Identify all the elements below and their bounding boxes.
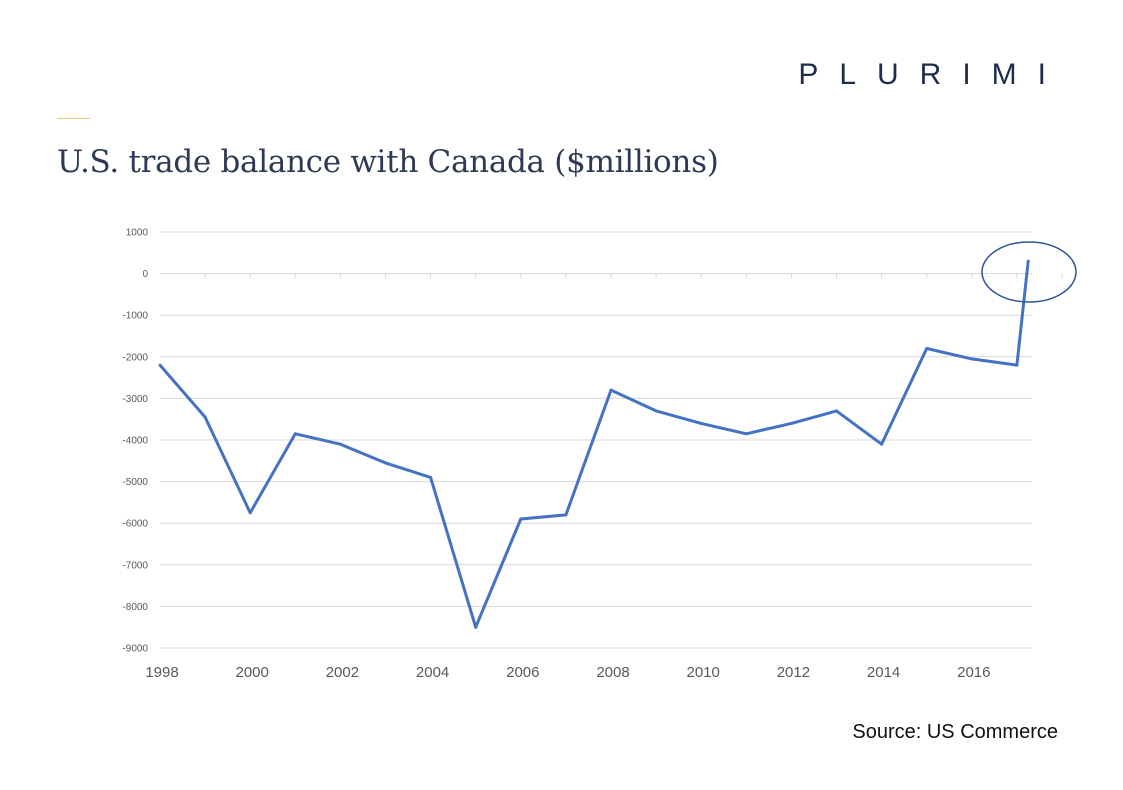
accent-divider	[57, 118, 90, 119]
x-tick-label: 2002	[326, 664, 359, 681]
y-tick-label: -4000	[122, 436, 148, 447]
data-point-2013	[835, 409, 838, 413]
x-axis-labels: 1998 2000 2002 2004 2006 2008 2010 2012 2014 2016	[145, 664, 990, 681]
page-title: U.S. trade balance with Canada ($million…	[57, 144, 719, 180]
data-point-2016	[970, 357, 974, 361]
y-tick-label: -5000	[122, 477, 148, 488]
y-axis-ticks: 1000 0 -1000 -2000 -3000 -4000 -5000 -6000 -7000…	[122, 228, 148, 655]
data-point-2004	[429, 475, 433, 479]
trade-balance-line	[158, 260, 1030, 629]
highlight-circle-annotation	[981, 241, 1077, 303]
y-tick-label: -8000	[122, 602, 148, 613]
data-point-2010	[699, 421, 703, 425]
x-axis-ticks	[204, 273, 1063, 279]
x-tick-label: 2014	[867, 664, 900, 681]
x-tick-label: 2006	[506, 664, 539, 681]
x-tick-label: 2012	[777, 664, 810, 681]
x-tick-label: 2004	[416, 664, 449, 681]
source-note: Source: US Commerce	[852, 721, 1058, 743]
y-tick-label: -2000	[122, 352, 148, 363]
data-point-2017	[1015, 363, 1019, 367]
x-tick-label: 2010	[687, 664, 720, 681]
data-point-2012	[789, 421, 793, 425]
y-tick-label: -1000	[122, 311, 148, 322]
x-tick-label: 1998	[145, 664, 178, 681]
data-point-2006	[519, 517, 523, 521]
data-point-2009	[654, 409, 658, 413]
x-tick-label: 2000	[236, 664, 269, 681]
data-point-2017.25	[1026, 259, 1030, 263]
y-tick-label: -3000	[122, 394, 148, 405]
data-point-1998	[158, 363, 162, 367]
y-tick-label: 1000	[126, 228, 149, 239]
data-points	[158, 259, 1030, 629]
data-point-2002	[338, 442, 342, 446]
x-tick-label: 2008	[596, 664, 629, 681]
data-point-2011	[744, 432, 748, 436]
data-point-2014	[880, 442, 884, 446]
grid-lines	[160, 231, 1032, 649]
y-tick-label: 0	[142, 269, 148, 280]
data-point-2007	[564, 513, 568, 517]
data-point-1999	[203, 415, 207, 419]
data-point-2015	[925, 346, 929, 350]
data-point-2005	[474, 625, 478, 629]
data-point-2003	[384, 461, 387, 465]
x-tick-label: 2016	[957, 664, 990, 681]
data-point-2001	[293, 432, 297, 436]
y-tick-label: -6000	[122, 519, 148, 530]
brand-logo: PLURIMI	[798, 58, 1067, 91]
data-point-2000	[248, 511, 252, 515]
data-point-2008	[609, 388, 613, 392]
y-tick-label: -9000	[122, 644, 148, 655]
y-tick-label: -7000	[122, 560, 148, 571]
